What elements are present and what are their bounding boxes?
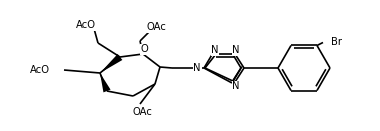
Text: AcO: AcO: [30, 65, 50, 75]
Text: AcO: AcO: [76, 20, 96, 30]
Text: N: N: [193, 63, 201, 73]
Text: N: N: [232, 45, 240, 55]
Text: O: O: [140, 44, 148, 54]
Text: OAc: OAc: [132, 107, 152, 117]
Polygon shape: [100, 73, 111, 92]
Text: N: N: [232, 81, 240, 91]
Text: Br: Br: [331, 37, 342, 47]
Text: OAc: OAc: [146, 22, 166, 32]
Polygon shape: [100, 54, 122, 73]
Text: N: N: [211, 45, 219, 55]
